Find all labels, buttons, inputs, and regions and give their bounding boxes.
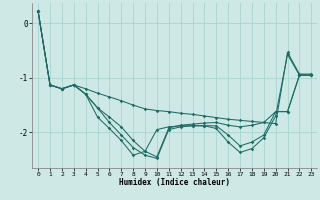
X-axis label: Humidex (Indice chaleur): Humidex (Indice chaleur) xyxy=(119,178,230,187)
